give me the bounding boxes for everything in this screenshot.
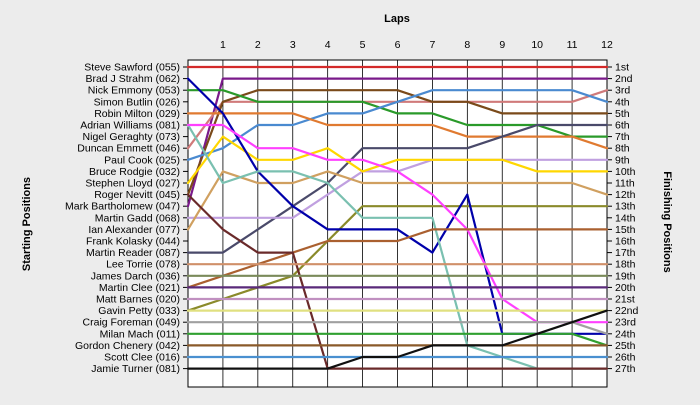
finishing-position-label: 18th [615,259,636,271]
chart-title: Laps [384,13,410,25]
starting-position-label: Stephen Lloyd (027) [85,178,180,190]
starting-position-label: Craig Foreman (049) [83,317,180,329]
starting-position-label: Roger Nevitt (045) [94,189,180,201]
starting-position-label: Matt Barnes (020) [96,294,180,306]
starting-position-label: Gavin Petty (033) [98,305,180,317]
x-tick-label: 9 [499,39,505,51]
finishing-position-label: 25th [615,340,636,352]
series-line-7 [186,112,609,150]
finishing-position-label: 14th [615,212,636,224]
series-line-4 [186,89,609,196]
starting-position-label: Paul Cook (025) [104,154,180,166]
series-line-10 [186,135,609,185]
starting-position-label: Martin Reader (087) [86,247,180,259]
finishing-position-label: 10th [615,166,636,178]
starting-position-label: Brad J Strahm (062) [85,73,180,85]
series-line-8 [186,123,609,254]
series-line-27 [186,309,609,370]
starting-position-label: Adrian Williams (081) [80,120,180,132]
x-tick-label: 11 [567,39,578,51]
finishing-position-label: 8th [615,143,630,155]
finishing-position-label: 20th [615,282,636,294]
starting-position-label: Ian Alexander (077) [88,224,180,236]
x-tick-label: 10 [531,39,543,51]
starting-position-label: Martin Clee (021) [99,282,180,294]
starting-position-label: Martin Gadd (068) [95,212,180,224]
finishing-position-label: 24th [615,328,636,340]
finishing-position-label: 2nd [615,73,633,85]
finishing-position-label: 6th [615,120,630,132]
finishing-position-label: 7th [615,131,630,143]
starting-position-label: Lee Torrie (078) [106,259,180,271]
finishing-position-label: 23rd [615,317,636,329]
finishing-position-label: 4th [615,96,630,108]
series-line-2 [186,77,609,208]
starting-position-label: Nigel Geraghty (073) [83,131,180,143]
finishing-position-label: 15th [615,224,636,236]
x-tick-label: 3 [290,39,296,51]
finishing-position-label: 3rd [615,85,630,97]
x-tick-label: 1 [220,39,226,51]
finishing-position-label: 27th [615,363,636,375]
finishing-position-label: 1st [615,62,629,74]
x-tick-label: 2 [255,39,261,51]
finishing-position-label: 13th [615,201,636,213]
finishing-position-label: 19th [615,270,636,282]
starting-position-label: Steve Sawford (055) [84,62,180,74]
series-line-6 [186,89,609,161]
y-axis-label-left: Starting Positions [21,177,33,271]
starting-position-label: Frank Kolasky (044) [86,236,180,248]
starting-position-label: Robin Milton (029) [94,108,180,120]
series-line-11 [186,170,609,231]
finishing-position-label: 26th [615,352,636,364]
finishing-position-label: 12th [615,189,636,201]
starting-position-label: Nick Emmony (053) [88,85,180,97]
series-line-17 [186,193,609,370]
finishing-position-label: 16th [615,236,636,248]
starting-position-label: Duncan Emmett (046) [77,143,180,155]
starting-position-label: Milan Mach (011) [100,328,180,340]
finishing-position-label: 17th [615,247,636,259]
starting-position-label: James Darch (036) [91,270,180,282]
x-tick-label: 4 [325,39,331,51]
starting-position-label: Mark Bartholomew (047) [65,201,180,213]
x-tick-label: 7 [429,39,435,51]
x-tick-label: 5 [360,39,366,51]
y-axis-label-right: Finishing Positions [661,171,673,272]
finishing-position-label: 21st [615,294,635,306]
x-tick-label: 12 [601,39,613,51]
finishing-position-label: 9th [615,154,630,166]
starting-position-label: Simon Butlin (026) [94,96,180,108]
starting-position-label: Scott Clee (016) [104,352,180,364]
starting-position-label: Gordon Chenery (042) [75,340,180,352]
finishing-position-label: 5th [615,108,630,120]
finishing-position-label: 22nd [615,305,639,317]
x-tick-label: 8 [464,39,470,51]
starting-position-label: Bruce Rodgie (032) [89,166,180,178]
x-tick-label: 6 [395,39,401,51]
finishing-position-label: 11th [615,178,635,190]
series-line-23 [186,321,609,335]
starting-position-label: Jamie Turner (081) [91,363,180,375]
